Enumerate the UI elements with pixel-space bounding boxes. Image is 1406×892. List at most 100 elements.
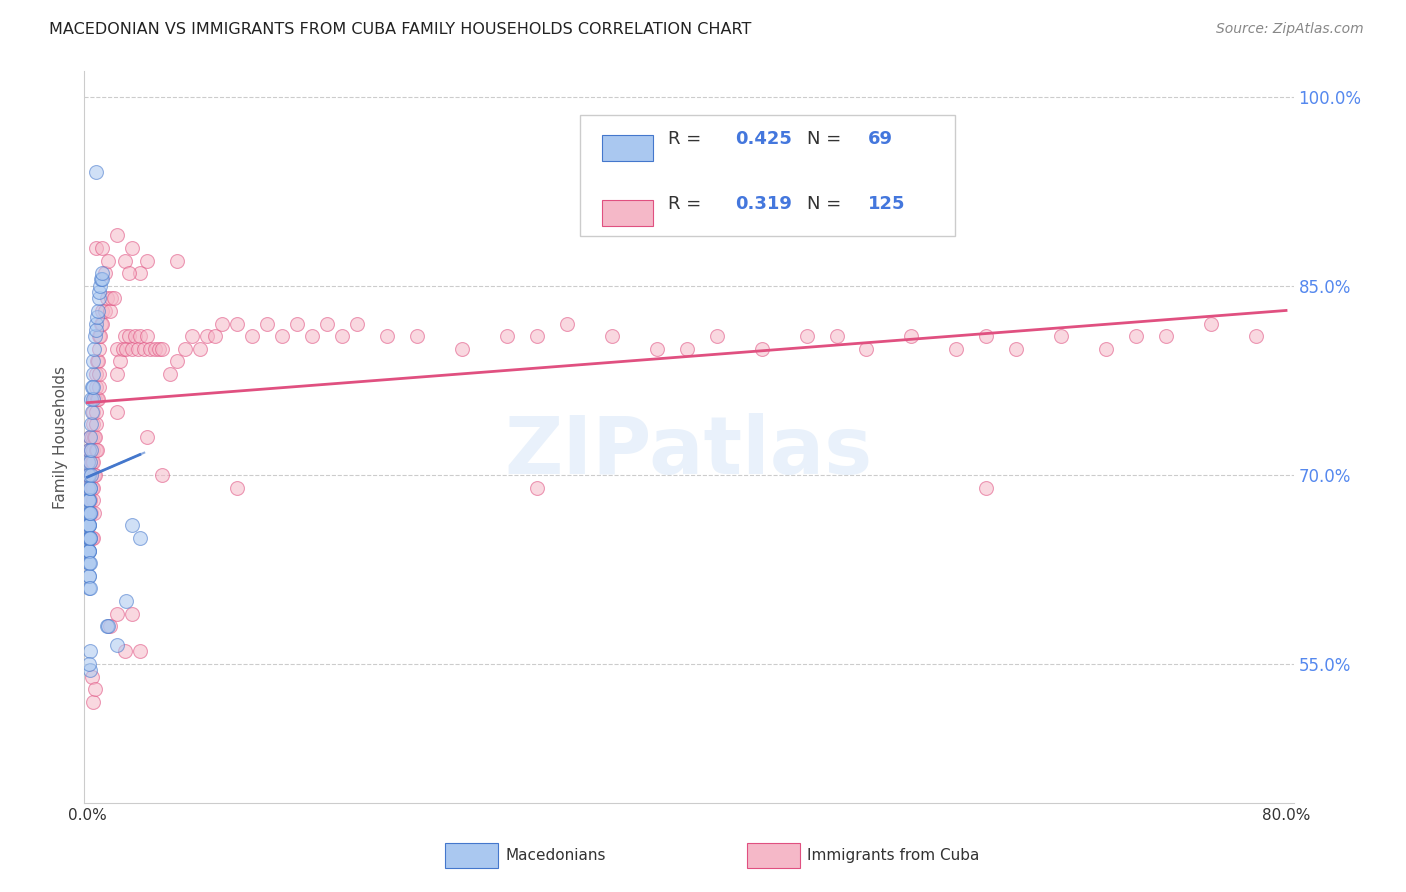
Point — [112, 342, 135, 356]
Point — [79, 531, 101, 545]
Point — [87, 342, 110, 356]
Point — [86, 442, 108, 457]
Point — [976, 329, 998, 343]
Point — [77, 543, 100, 558]
Point — [706, 329, 728, 343]
Point — [83, 467, 105, 482]
Point — [159, 367, 181, 381]
Point — [86, 392, 108, 407]
Point — [87, 304, 110, 318]
Point — [136, 329, 159, 343]
Point — [77, 455, 100, 469]
Point — [77, 569, 100, 583]
Point — [118, 266, 141, 280]
Point — [128, 531, 150, 545]
Point — [80, 531, 103, 545]
Point — [271, 329, 294, 343]
Point — [83, 430, 105, 444]
Point — [86, 442, 108, 457]
Point — [83, 506, 105, 520]
Point — [82, 392, 104, 407]
Text: N =: N = — [807, 129, 848, 148]
Point — [114, 329, 136, 343]
Point — [79, 506, 101, 520]
Point — [555, 317, 578, 331]
Point — [84, 417, 107, 432]
Point — [82, 417, 104, 432]
Point — [77, 518, 100, 533]
Text: Macedonians: Macedonians — [505, 848, 606, 863]
Point — [83, 430, 105, 444]
FancyBboxPatch shape — [602, 135, 652, 161]
Point — [77, 518, 100, 533]
Point — [79, 556, 101, 570]
Point — [127, 342, 149, 356]
Point — [79, 430, 101, 444]
Point — [97, 253, 120, 268]
Point — [105, 367, 128, 381]
Point — [77, 531, 100, 545]
Point — [226, 481, 249, 495]
Point — [98, 619, 121, 633]
Point — [675, 342, 697, 356]
Point — [77, 543, 100, 558]
Point — [79, 531, 101, 545]
Point — [79, 531, 101, 545]
Point — [96, 619, 118, 633]
Point — [115, 342, 138, 356]
Point — [77, 442, 100, 457]
Point — [77, 556, 100, 570]
Point — [204, 329, 226, 343]
Text: 69: 69 — [868, 129, 893, 148]
Point — [166, 253, 188, 268]
Point — [98, 304, 121, 318]
Point — [406, 329, 429, 343]
Point — [346, 317, 368, 331]
Point — [80, 417, 103, 432]
Point — [82, 367, 104, 381]
Point — [1095, 342, 1118, 356]
Point — [77, 569, 100, 583]
Point — [83, 682, 105, 697]
Point — [796, 329, 818, 343]
Point — [105, 405, 128, 419]
Point — [77, 518, 100, 533]
Point — [80, 481, 103, 495]
Point — [84, 379, 107, 393]
Point — [80, 442, 103, 457]
Point — [83, 392, 105, 407]
Y-axis label: Family Households: Family Households — [53, 366, 69, 508]
Point — [77, 582, 100, 596]
Point — [134, 342, 156, 356]
Point — [114, 644, 136, 658]
Point — [79, 493, 101, 508]
Point — [83, 467, 105, 482]
Text: Immigrants from Cuba: Immigrants from Cuba — [807, 848, 980, 863]
Point — [82, 481, 104, 495]
Text: 125: 125 — [868, 195, 905, 213]
Point — [83, 329, 105, 343]
Point — [90, 317, 112, 331]
Point — [825, 329, 848, 343]
Point — [82, 354, 104, 368]
Point — [80, 392, 103, 407]
Point — [82, 531, 104, 545]
Point — [77, 467, 100, 482]
Point — [77, 481, 100, 495]
Point — [316, 317, 339, 331]
Point — [173, 342, 195, 356]
Point — [77, 543, 100, 558]
Point — [451, 342, 474, 356]
Point — [80, 379, 103, 393]
Point — [121, 342, 143, 356]
Point — [1005, 342, 1028, 356]
Point — [86, 241, 108, 255]
Point — [77, 467, 100, 482]
Point — [77, 442, 100, 457]
Point — [148, 342, 170, 356]
Point — [80, 506, 103, 520]
Point — [89, 329, 111, 343]
Point — [226, 317, 249, 331]
Point — [80, 430, 103, 444]
Point — [136, 430, 159, 444]
